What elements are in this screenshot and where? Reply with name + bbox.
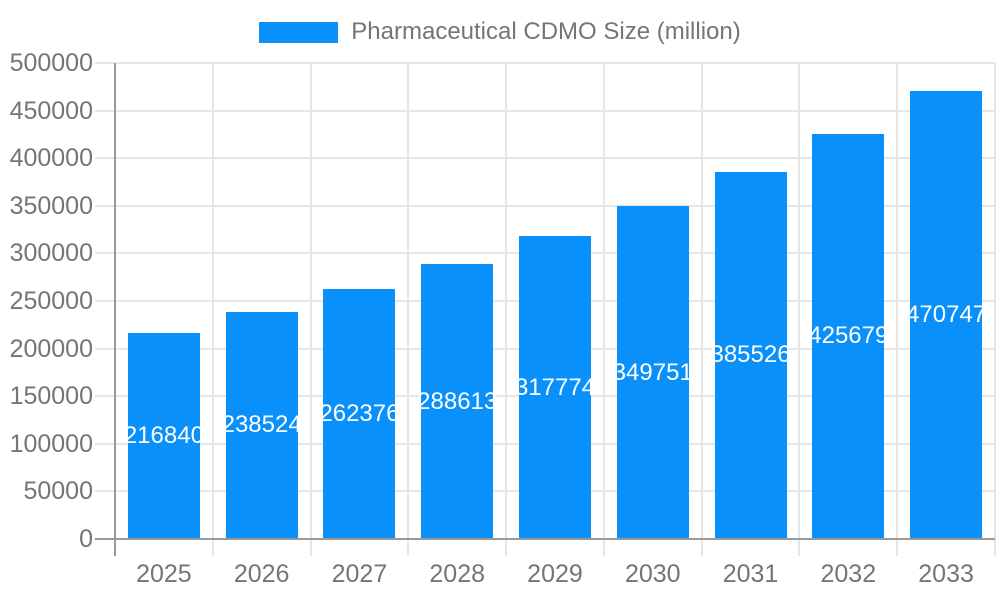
gridline-y-350000 xyxy=(95,204,995,207)
bar-2029[interactable] xyxy=(519,236,591,539)
x-tick-label: 2032 xyxy=(820,560,877,588)
gridline-y-450000 xyxy=(95,109,995,112)
x-tick-label: 2030 xyxy=(624,560,681,588)
gridline-x xyxy=(211,63,214,556)
x-tick-label: 2031 xyxy=(722,560,779,588)
y-tick-label: 400000 xyxy=(9,144,93,173)
y-tick-label: 300000 xyxy=(9,239,93,268)
legend-swatch xyxy=(259,21,339,43)
y-axis-line xyxy=(114,63,116,556)
gridline-x xyxy=(309,63,312,556)
y-tick-label: 500000 xyxy=(9,49,93,77)
bar-2025[interactable] xyxy=(127,332,200,539)
gridline-y-500000 xyxy=(95,62,995,64)
x-axis-line xyxy=(95,538,995,540)
bar-2028[interactable] xyxy=(421,264,494,539)
gridline-x xyxy=(798,63,801,556)
bar-2031[interactable] xyxy=(714,171,787,539)
gridline-x xyxy=(602,63,605,556)
bar-2032[interactable] xyxy=(812,133,885,539)
bar-2030[interactable] xyxy=(616,206,689,539)
gridline-x xyxy=(896,63,899,556)
y-tick-label: 100000 xyxy=(9,429,93,458)
y-tick-label: 150000 xyxy=(9,382,93,411)
y-tick-label: 50000 xyxy=(23,477,93,506)
legend-label: Pharmaceutical CDMO Size (million) xyxy=(351,18,741,45)
bar-2033[interactable] xyxy=(910,90,983,539)
y-tick-label: 450000 xyxy=(9,96,93,125)
x-tick-label: 2026 xyxy=(233,560,290,588)
legend[interactable]: Pharmaceutical CDMO Size (million) xyxy=(0,17,1000,47)
gridline-x xyxy=(407,63,410,556)
x-tick-label: 2029 xyxy=(527,560,583,588)
x-tick-label: 2028 xyxy=(429,560,486,588)
y-tick-label: 350000 xyxy=(9,191,93,220)
gridline-x xyxy=(505,63,508,556)
bar-2027[interactable] xyxy=(323,289,396,539)
y-tick-label: 200000 xyxy=(9,334,93,363)
x-tick-label: 2027 xyxy=(331,560,388,588)
gridline-x xyxy=(700,63,703,556)
y-tick-label: 0 xyxy=(79,525,93,553)
gridline-y-400000 xyxy=(95,157,995,160)
gridline-x xyxy=(994,63,996,556)
y-tick-label: 250000 xyxy=(9,287,93,315)
x-tick-label: 2025 xyxy=(136,560,192,588)
bar-2026[interactable] xyxy=(225,311,298,539)
x-tick-label: 2033 xyxy=(918,560,974,588)
